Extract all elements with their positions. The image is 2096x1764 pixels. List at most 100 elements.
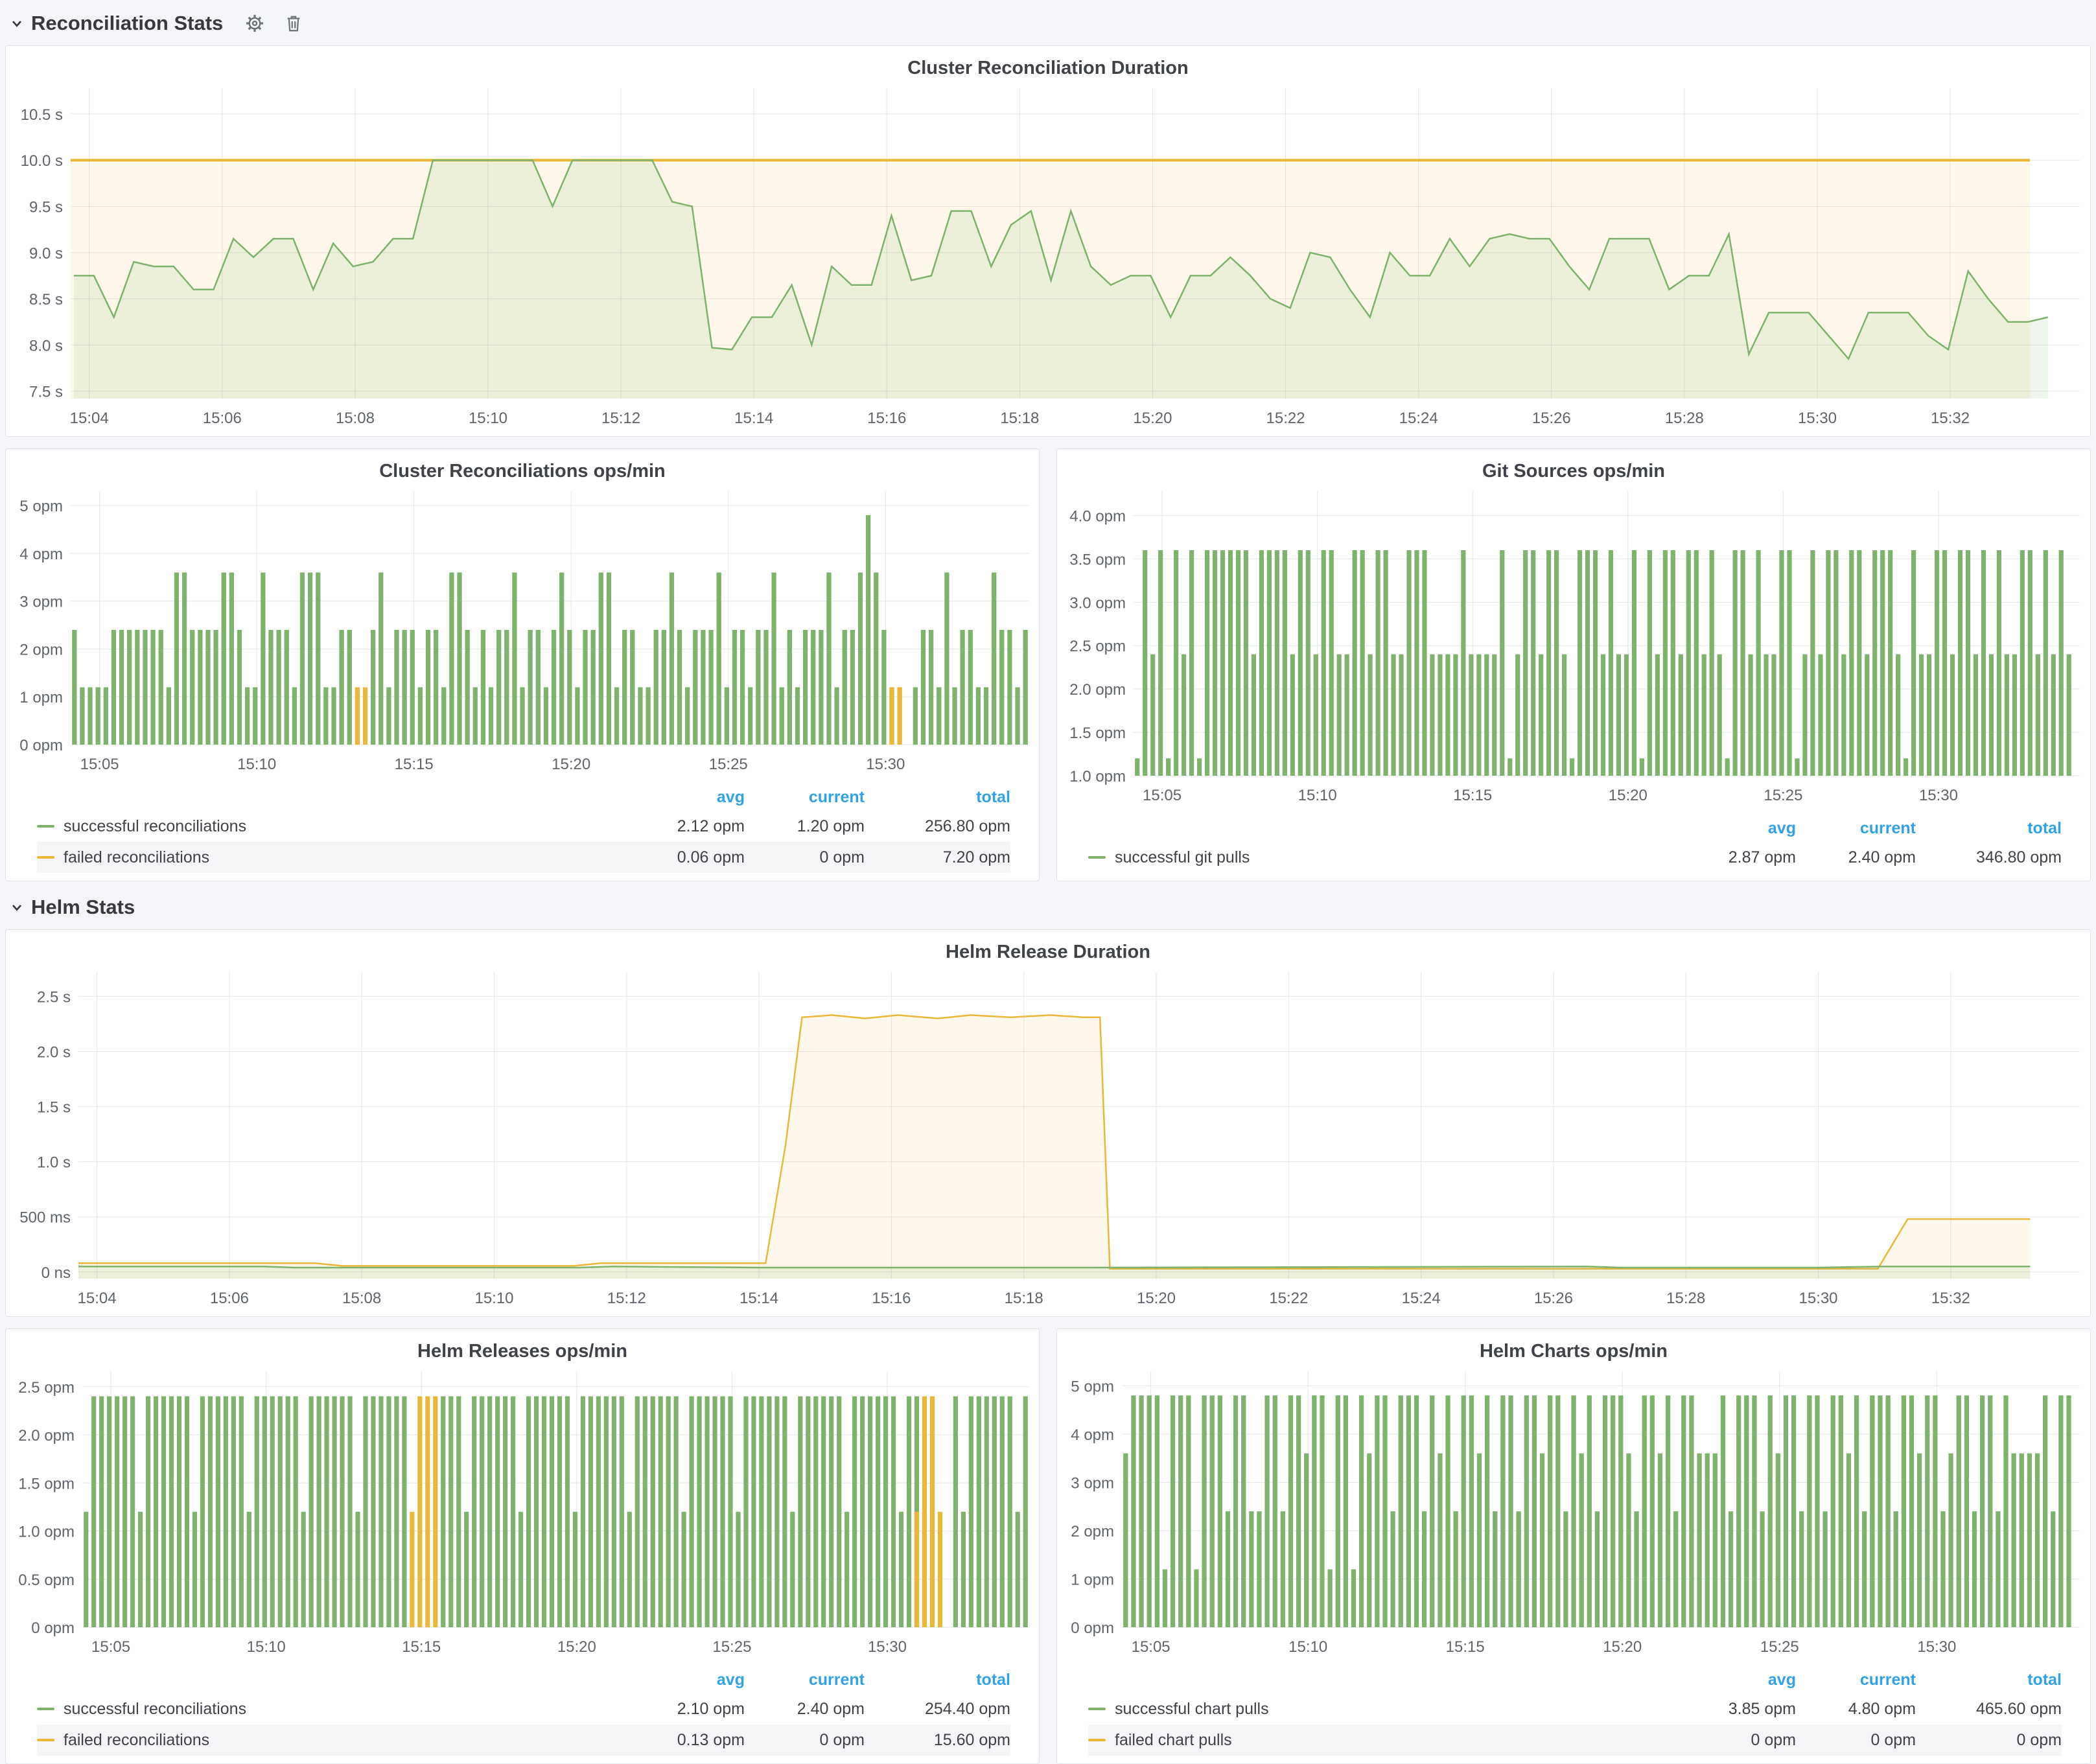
- svg-text:4.0 opm: 4.0 opm: [1069, 507, 1126, 525]
- section-reconciliation-stats[interactable]: Reconciliation Stats: [9, 9, 2091, 38]
- panel-title[interactable]: Git Sources ops/min: [1482, 461, 1665, 482]
- series-color-dash: [37, 1739, 54, 1741]
- series-color-dash: [1088, 1708, 1106, 1710]
- legend-sort-avg[interactable]: avg: [716, 1670, 745, 1689]
- section-helm-stats[interactable]: Helm Stats: [9, 893, 2091, 922]
- svg-text:15:32: 15:32: [1931, 410, 1970, 427]
- legend-sort-avg[interactable]: avg: [1767, 818, 1796, 837]
- svg-text:1 opm: 1 opm: [19, 689, 63, 706]
- legend-series-label: failed reconciliations: [64, 1730, 210, 1749]
- svg-text:1.0 opm: 1.0 opm: [1069, 768, 1126, 785]
- legend-current-value: 2.40 opm: [1848, 848, 1916, 866]
- svg-text:1.5 opm: 1.5 opm: [1069, 725, 1126, 742]
- svg-text:15:28: 15:28: [1665, 410, 1704, 427]
- legend-row: successful reconciliations 2.12 opm 1.20…: [37, 811, 1010, 842]
- svg-text:15:20: 15:20: [1137, 1290, 1176, 1307]
- svg-text:0 opm: 0 opm: [19, 737, 63, 754]
- legend-sort-avg[interactable]: avg: [716, 787, 745, 806]
- helm-releases-plot[interactable]: 0 opm 0.5 opm 1.0 opm 1.5 opm 2.0 opm 2.5 opm…: [6, 1364, 1039, 1665]
- svg-text:15:05: 15:05: [80, 756, 119, 773]
- svg-text:15:32: 15:32: [1931, 1290, 1970, 1307]
- legend-series-label: successful reconciliations: [64, 817, 247, 835]
- chevron-down-icon[interactable]: [9, 16, 25, 31]
- svg-text:1.5 opm: 1.5 opm: [18, 1475, 75, 1492]
- section-title[interactable]: Helm Stats: [31, 896, 135, 918]
- svg-text:1.5 s: 1.5 s: [37, 1099, 71, 1117]
- row-delete-button[interactable]: [277, 14, 310, 33]
- section-title[interactable]: Reconciliation Stats: [31, 12, 224, 34]
- svg-text:1.0 s: 1.0 s: [37, 1154, 71, 1172]
- svg-text:2.5 opm: 2.5 opm: [18, 1379, 75, 1397]
- svg-text:15:20: 15:20: [1133, 410, 1172, 427]
- legend-sort-total[interactable]: total: [976, 1670, 1010, 1689]
- svg-text:15:25: 15:25: [712, 1638, 751, 1656]
- legend-sort-total[interactable]: total: [976, 787, 1010, 806]
- helm-charts-plot[interactable]: 0 opm 1 opm 2 opm 3 opm 4 opm 5 opm 15:05 15:10…: [1057, 1364, 2090, 1665]
- legend-row: failed reconciliations 0.13 opm 0 opm 15…: [37, 1724, 1010, 1756]
- legend-sort-avg[interactable]: avg: [1767, 1670, 1796, 1689]
- svg-text:15:10: 15:10: [237, 756, 276, 773]
- legend-series-toggle[interactable]: successful reconciliations: [37, 1700, 628, 1719]
- panel-title[interactable]: Cluster Reconciliations ops/min: [379, 461, 666, 482]
- svg-text:15:14: 15:14: [734, 410, 773, 427]
- svg-text:15:30: 15:30: [1799, 1290, 1837, 1307]
- panel-title[interactable]: Cluster Reconciliation Duration: [907, 58, 1189, 78]
- legend-series-label: failed chart pulls: [1115, 1730, 1232, 1749]
- legend-series-toggle[interactable]: successful git pulls: [1088, 848, 1679, 867]
- legend-sort-total[interactable]: total: [2027, 818, 2062, 837]
- legend: avg current total successful git pulls 2…: [1057, 813, 2090, 881]
- legend-current-value: 0 opm: [1870, 1730, 1916, 1749]
- legend-series-toggle[interactable]: failed chart pulls: [1088, 1731, 1679, 1750]
- svg-text:5 opm: 5 opm: [1071, 1378, 1114, 1395]
- svg-text:3.0 opm: 3.0 opm: [1069, 594, 1126, 612]
- svg-text:2.5 opm: 2.5 opm: [1069, 638, 1126, 655]
- legend-sort-total[interactable]: total: [2027, 1670, 2062, 1689]
- legend: avg current total successful chart pulls…: [1057, 1665, 2090, 1763]
- svg-text:15:24: 15:24: [1402, 1290, 1441, 1307]
- legend-series-toggle[interactable]: successful chart pulls: [1088, 1700, 1679, 1719]
- panel-cluster-reconciliations-ops: Cluster Reconciliations ops/min 0 opm 1 o…: [5, 448, 1040, 881]
- svg-text:15:16: 15:16: [867, 410, 906, 427]
- svg-text:3 opm: 3 opm: [1071, 1474, 1114, 1492]
- svg-text:15:20: 15:20: [557, 1638, 596, 1656]
- svg-text:15:10: 15:10: [247, 1638, 286, 1656]
- legend-series-toggle[interactable]: successful reconciliations: [37, 817, 628, 836]
- svg-text:15:20: 15:20: [552, 756, 590, 773]
- panel-title[interactable]: Helm Releases ops/min: [417, 1341, 627, 1362]
- panel-title[interactable]: Helm Charts ops/min: [1479, 1341, 1668, 1362]
- panel-helm-releases-ops: Helm Releases ops/min 0 opm 0.5 opm 1.0 op…: [5, 1329, 1040, 1764]
- legend-row: successful chart pulls 3.85 opm 4.80 opm…: [1088, 1693, 2062, 1724]
- svg-text:15:24: 15:24: [1399, 410, 1438, 427]
- helm-duration-plot[interactable]: 0 ns 500 ms 1.0 s 1.5 s 2.0 s 2.5 s 15:04 15:06…: [6, 964, 2090, 1316]
- svg-text:15:08: 15:08: [342, 1290, 381, 1307]
- legend-series-toggle[interactable]: failed reconciliations: [37, 848, 628, 867]
- svg-text:0 ns: 0 ns: [41, 1264, 71, 1282]
- cluster-ops-plot[interactable]: 0 opm 1 opm 2 opm 3 opm 4 opm 5 opm 15:05 15:10…: [6, 483, 1039, 782]
- row-settings-button[interactable]: [239, 14, 271, 33]
- cluster-duration-plot[interactable]: 7.5 s 8.0 s 8.5 s 9.0 s 9.5 s 10.0 s 10.5 s 15:…: [6, 80, 2090, 436]
- legend-sort-current[interactable]: current: [1859, 1670, 1916, 1689]
- git-sources-plot[interactable]: 1.0 opm 1.5 opm 2.0 opm 2.5 opm 3.0 opm 3.5 o…: [1057, 483, 2090, 813]
- legend-total-value: 346.80 opm: [1975, 848, 2062, 866]
- svg-text:2.0 opm: 2.0 opm: [18, 1427, 75, 1445]
- svg-text:15:25: 15:25: [1764, 787, 1802, 804]
- legend-sort-current[interactable]: current: [1859, 818, 1916, 837]
- legend-sort-current[interactable]: current: [808, 1670, 865, 1689]
- svg-text:15:18: 15:18: [1005, 1290, 1043, 1307]
- legend-avg-value: 0 opm: [1751, 1730, 1796, 1749]
- legend-series-toggle[interactable]: failed reconciliations: [37, 1731, 628, 1750]
- legend-sort-current[interactable]: current: [808, 787, 865, 806]
- trash-icon: [287, 16, 300, 32]
- svg-text:15:30: 15:30: [1798, 410, 1837, 427]
- svg-text:9.0 s: 9.0 s: [29, 245, 63, 262]
- svg-text:15:15: 15:15: [395, 756, 434, 773]
- legend-row: successful reconciliations 2.10 opm 2.40…: [37, 1693, 1010, 1724]
- legend-avg-value: 2.87 opm: [1728, 848, 1796, 866]
- legend-avg-value: 2.12 opm: [677, 817, 745, 835]
- svg-text:4 opm: 4 opm: [19, 546, 63, 563]
- chevron-down-icon[interactable]: [9, 899, 25, 915]
- panel-helm-release-duration: Helm Release Duration 0 ns 500 ms 1.0 s 1.5…: [5, 929, 2091, 1317]
- panel-title[interactable]: Helm Release Duration: [946, 942, 1150, 962]
- svg-text:15:10: 15:10: [1288, 1638, 1327, 1656]
- legend-current-value: 0 opm: [819, 1730, 865, 1749]
